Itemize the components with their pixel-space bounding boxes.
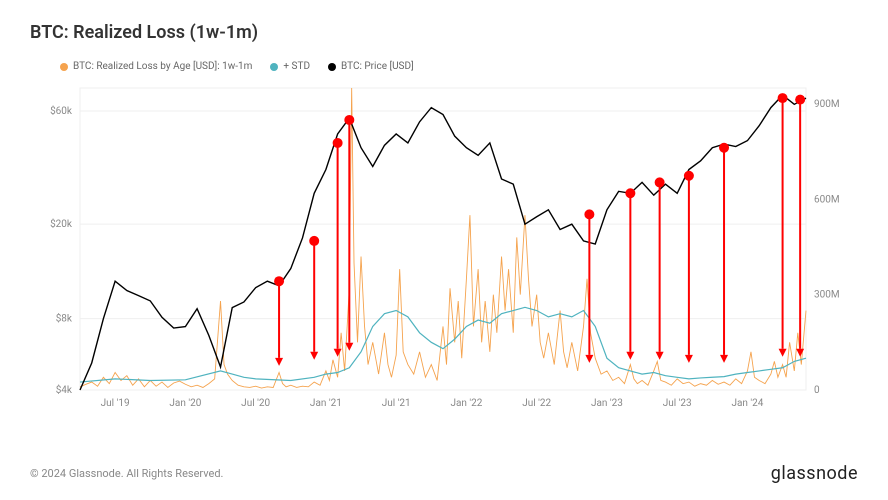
svg-text:600M: 600M — [814, 194, 840, 205]
svg-text:Jul '23: Jul '23 — [663, 398, 692, 409]
legend-dot — [270, 63, 278, 71]
series-price — [80, 95, 806, 390]
svg-text:Jul '19: Jul '19 — [101, 398, 130, 409]
svg-text:Jan '22: Jan '22 — [450, 398, 482, 409]
chart-area: $4k $8k $20k $60k 0 300M 600M 900M Jul '19 Jan '2… — [30, 78, 858, 457]
svg-text:$20k: $20k — [50, 217, 73, 230]
chart-svg: $4k $8k $20k $60k 0 300M 600M 900M Jul '19 Jan '2… — [30, 78, 858, 418]
svg-text:$4k: $4k — [56, 383, 73, 396]
svg-text:0: 0 — [814, 385, 820, 396]
svg-text:Jan '21: Jan '21 — [310, 398, 342, 409]
svg-text:Jul '20: Jul '20 — [241, 398, 270, 409]
legend-item: BTC: Price [USD] — [328, 61, 414, 72]
legend-dot — [60, 63, 68, 71]
chart-title: BTC: Realized Loss (1w-1m) — [30, 22, 858, 43]
legend-label: BTC: Price [USD] — [341, 61, 414, 72]
svg-text:$8k: $8k — [56, 312, 73, 325]
legend-label: + STD — [283, 61, 310, 72]
legend-item: BTC: Realized Loss by Age [USD]: 1w-1m — [60, 61, 252, 72]
legend-label: BTC: Realized Loss by Age [USD]: 1w-1m — [73, 61, 252, 72]
svg-text:Jan '23: Jan '23 — [591, 398, 623, 409]
svg-text:300M: 300M — [814, 290, 840, 301]
series-realized-loss — [80, 88, 806, 388]
svg-text:900M: 900M — [814, 99, 840, 110]
legend-dot — [328, 63, 336, 71]
svg-text:Jul '21: Jul '21 — [382, 398, 411, 409]
svg-text:Jul '22: Jul '22 — [522, 398, 551, 409]
copyright: © 2024 Glassnode. All Rights Reserved. — [30, 467, 223, 480]
legend-item: + STD — [270, 61, 310, 72]
svg-text:$60k: $60k — [50, 104, 73, 117]
svg-text:Jan '24: Jan '24 — [731, 398, 763, 409]
svg-text:Jan '20: Jan '20 — [169, 398, 201, 409]
brand: glassnode — [771, 463, 858, 484]
legend: BTC: Realized Loss by Age [USD]: 1w-1m + … — [30, 61, 858, 72]
